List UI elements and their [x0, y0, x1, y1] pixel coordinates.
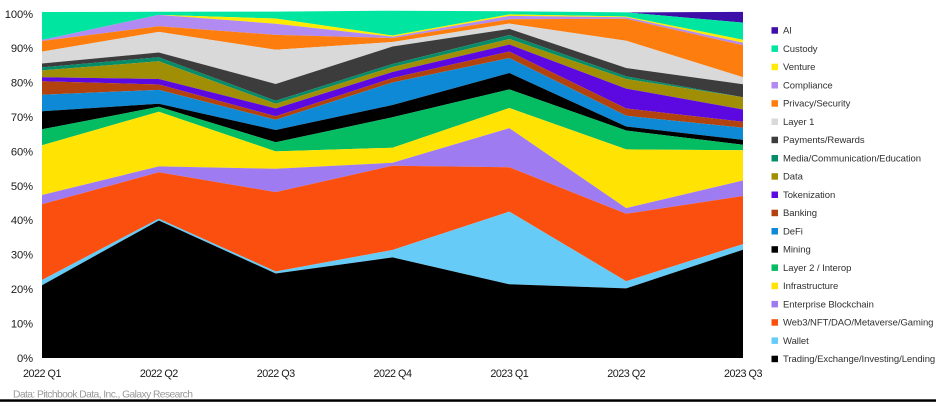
svg-text:100%: 100% — [5, 9, 33, 21]
svg-text:Banking: Banking — [783, 208, 817, 219]
svg-text:Tokenization: Tokenization — [783, 190, 835, 201]
svg-text:Privacy/Security: Privacy/Security — [783, 99, 851, 110]
svg-text:70%: 70% — [11, 112, 33, 124]
svg-text:90%: 90% — [11, 43, 33, 55]
svg-text:2022 Q4: 2022 Q4 — [374, 368, 412, 380]
svg-text:50%: 50% — [11, 181, 33, 193]
svg-text:Custody: Custody — [783, 44, 818, 55]
svg-text:Venture: Venture — [783, 62, 815, 73]
svg-text:2022 Q3: 2022 Q3 — [257, 368, 295, 380]
svg-text:Payments/Rewards: Payments/Rewards — [783, 135, 865, 146]
svg-text:2023 Q1: 2023 Q1 — [490, 368, 528, 380]
svg-text:2022 Q2: 2022 Q2 — [140, 368, 178, 380]
svg-text:20%: 20% — [11, 284, 33, 296]
svg-text:Media/Communication/Education: Media/Communication/Education — [783, 154, 921, 165]
svg-text:Enterprise Blockchain: Enterprise Blockchain — [783, 299, 874, 310]
svg-text:DeFi: DeFi — [783, 227, 803, 238]
svg-text:AI: AI — [783, 26, 792, 37]
svg-text:30%: 30% — [11, 250, 33, 262]
svg-text:40%: 40% — [11, 215, 33, 227]
svg-text:10%: 10% — [11, 318, 33, 330]
svg-text:0%: 0% — [17, 353, 33, 365]
svg-text:Layer 1: Layer 1 — [783, 117, 814, 128]
svg-text:60%: 60% — [11, 146, 33, 158]
svg-text:Compliance: Compliance — [783, 81, 833, 92]
svg-text:Data: Data — [783, 172, 804, 183]
svg-text:80%: 80% — [11, 78, 33, 90]
svg-text:Layer 2 / Interop: Layer 2 / Interop — [783, 263, 851, 274]
svg-text:Wallet: Wallet — [783, 336, 809, 347]
svg-text:2023 Q2: 2023 Q2 — [607, 368, 645, 380]
svg-text:Infrastructure: Infrastructure — [783, 281, 838, 292]
svg-text:2023 Q3: 2023 Q3 — [724, 368, 762, 380]
svg-text:Mining: Mining — [783, 245, 811, 256]
svg-text:Web3/NFT/DAO/Metaverse/Gaming: Web3/NFT/DAO/Metaverse/Gaming — [783, 318, 933, 329]
svg-text:Trading/Exchange/Investing/Len: Trading/Exchange/Investing/Lending — [783, 354, 935, 365]
svg-text:Data: Pitchbook Data, Inc., Ga: Data: Pitchbook Data, Inc., Galaxy Resea… — [13, 390, 193, 401]
svg-text:2022 Q1: 2022 Q1 — [23, 368, 61, 380]
